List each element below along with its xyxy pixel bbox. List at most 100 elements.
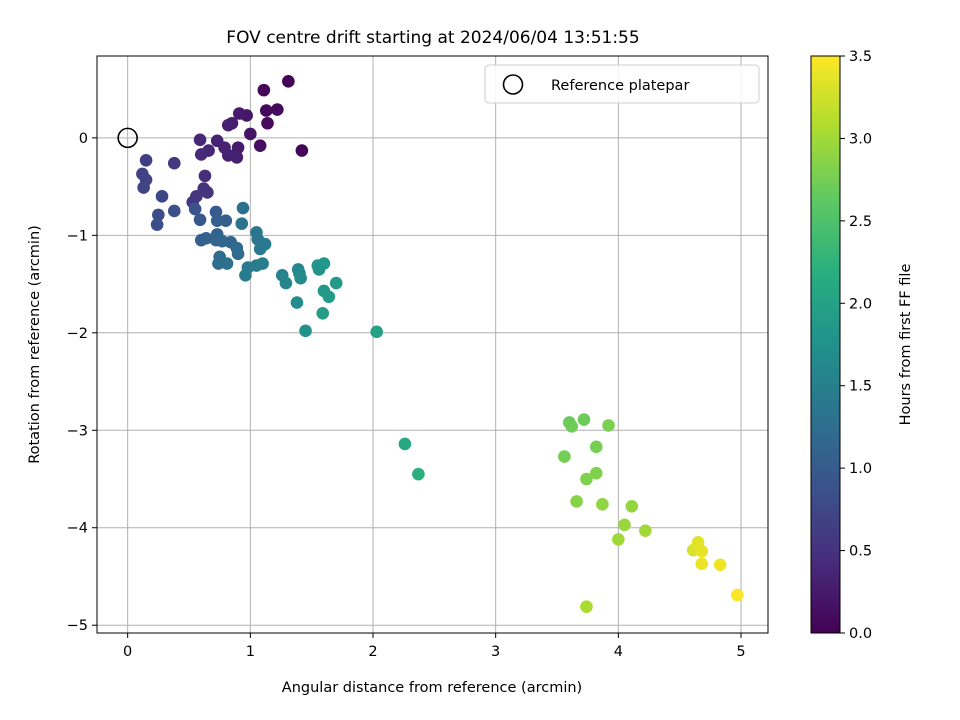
data-point — [596, 498, 609, 511]
data-point — [580, 472, 593, 486]
data-point — [198, 169, 212, 183]
data-point — [167, 156, 181, 170]
x-tick-label: 0 — [123, 644, 132, 660]
data-point — [188, 202, 202, 216]
colorbar: 0.0 0.5 1.0 1.5 2.0 2.5 3.0 3.5 Hours from firs… — [810, 49, 914, 642]
data-point — [322, 290, 336, 304]
data-point — [199, 231, 213, 245]
data-point — [239, 268, 252, 282]
y-tick-label: 0 — [79, 131, 88, 147]
x-tick-label: 3 — [491, 644, 500, 660]
data-point — [167, 204, 181, 218]
data-point — [580, 600, 593, 613]
data-point — [232, 107, 246, 120]
colorbar-label: Hours from first FF file — [898, 264, 914, 426]
colorbar-tick-label: 0.0 — [849, 626, 872, 642]
data-point — [150, 218, 164, 231]
data-point — [152, 208, 165, 222]
data-point — [231, 247, 245, 261]
reference-platepar-marker — [117, 127, 138, 149]
data-point — [194, 148, 208, 161]
data-point — [412, 467, 425, 481]
data-point — [261, 116, 274, 130]
colorbar-tick-label: 2.5 — [849, 214, 872, 230]
colorbar-tick-label: 1.0 — [849, 461, 872, 477]
data-point — [139, 153, 153, 167]
data-point — [201, 186, 214, 199]
y-tick-label: −4 — [67, 521, 88, 537]
data-point — [565, 420, 579, 433]
data-point — [625, 499, 639, 513]
data-point — [570, 495, 583, 508]
data-point — [316, 307, 330, 320]
data-point — [259, 104, 273, 117]
data-point — [193, 133, 207, 147]
data-point — [295, 144, 309, 157]
data-point — [219, 214, 233, 228]
colorbar-tick-label: 0.5 — [849, 544, 872, 560]
legend-entry-reference-platepar: Reference platepar — [551, 78, 689, 94]
colorbar-ticks: 0.0 0.5 1.0 1.5 2.0 2.5 3.0 3.5 — [840, 49, 872, 642]
data-points — [136, 75, 744, 613]
data-point — [695, 544, 709, 558]
y-tick-label: −1 — [67, 228, 88, 244]
x-tick-label: 1 — [246, 644, 255, 660]
data-point — [282, 75, 295, 88]
x-axis-label: Angular distance from reference (arcmin) — [282, 680, 582, 696]
data-point — [329, 276, 343, 290]
data-point — [290, 296, 304, 309]
y-tick-label: −2 — [67, 326, 88, 342]
data-point — [258, 237, 272, 251]
colorbar-tick-label: 3.5 — [849, 49, 872, 65]
data-point — [294, 271, 307, 285]
data-point — [317, 257, 331, 270]
data-point — [577, 413, 591, 426]
legend: Reference platepar — [484, 64, 760, 104]
data-point — [695, 557, 709, 571]
legend-marker-icon — [502, 74, 524, 95]
data-point — [398, 437, 412, 451]
data-point — [271, 103, 284, 116]
data-point — [618, 518, 631, 532]
data-point — [602, 419, 615, 432]
colorbar-gradient — [810, 55, 841, 634]
data-point — [220, 257, 234, 270]
data-point — [370, 325, 383, 339]
data-point — [713, 558, 727, 572]
data-point — [221, 118, 235, 132]
y-axis-label: Rotation from reference (arcmin) — [27, 225, 43, 464]
data-point — [589, 440, 603, 454]
data-point — [589, 466, 603, 480]
data-point — [257, 83, 271, 97]
x-axis-ticks: 0 1 2 3 4 5 — [123, 633, 746, 660]
data-point — [612, 533, 625, 546]
grid — [97, 56, 768, 633]
data-point — [279, 276, 293, 290]
plot-frame — [96, 55, 769, 634]
data-point — [558, 450, 571, 463]
data-point — [253, 139, 267, 152]
chart-title: FOV centre drift starting at 2024/06/04 … — [226, 28, 639, 48]
data-point — [244, 127, 257, 141]
data-point — [210, 134, 224, 148]
x-tick-label: 2 — [368, 644, 377, 660]
data-point — [137, 181, 150, 194]
colorbar-tick-label: 1.5 — [849, 379, 872, 395]
data-point — [256, 257, 269, 270]
colorbar-tick-label: 3.0 — [849, 131, 872, 147]
data-point — [235, 217, 249, 230]
x-tick-label: 5 — [736, 644, 745, 660]
data-point — [193, 213, 207, 227]
y-tick-label: −3 — [67, 423, 88, 439]
x-tick-label: 4 — [614, 644, 623, 660]
legend-box — [484, 64, 760, 104]
colorbar-tick-label: 2.0 — [849, 296, 872, 312]
data-point — [639, 524, 652, 537]
y-axis-ticks: 0 −1 −2 −3 −4 −5 — [67, 131, 97, 634]
data-point — [299, 324, 312, 338]
data-point — [731, 588, 744, 602]
data-point — [155, 190, 169, 203]
y-tick-label: −5 — [67, 618, 88, 634]
data-point — [236, 201, 250, 215]
